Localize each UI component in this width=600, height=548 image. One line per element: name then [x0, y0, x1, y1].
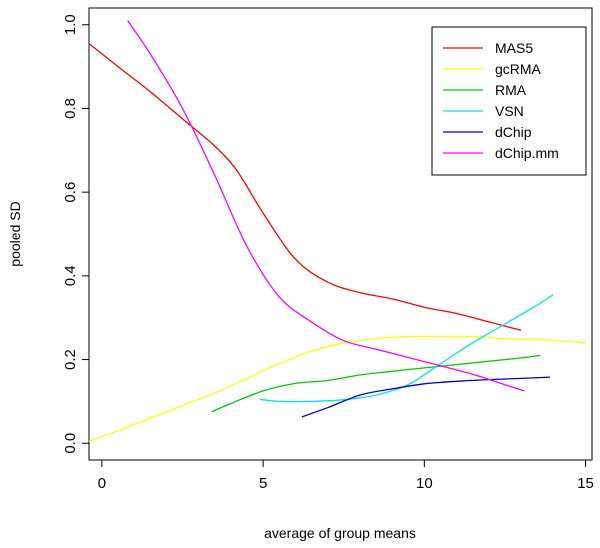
y-tick-label: 0.0 [62, 433, 79, 454]
series-line-gcrma [88, 335, 586, 442]
legend-label: gcRMA [495, 61, 542, 77]
y-tick-label: 0.2 [62, 349, 79, 370]
axis-layer: 0 5 10 15 0.0 0.2 0.4 0.6 0.8 1.0 [62, 14, 594, 492]
series-layer [88, 20, 586, 442]
x-tick-label: 5 [259, 475, 267, 492]
x-tick-label: 15 [577, 475, 594, 492]
series-line-vsn [259, 294, 554, 403]
y-tick-label: 0.6 [62, 182, 79, 203]
series-line-mas5 [88, 43, 522, 331]
series-line-dchip-mm [127, 20, 525, 392]
y-tick-label: 1.0 [62, 14, 79, 35]
y-axis-title: pooled SD [7, 201, 23, 266]
x-axis-title: average of group means [264, 525, 416, 541]
legend-label: dChip.mm [495, 145, 559, 161]
series-line-rma [211, 354, 541, 413]
legend-label: RMA [495, 82, 527, 98]
x-tick-label: 0 [98, 475, 106, 492]
x-tick-label: 10 [416, 475, 433, 492]
plot-frame [88, 7, 593, 461]
y-tick-label: 0.8 [62, 98, 79, 119]
series-line-dchip [301, 376, 551, 418]
y-tick-label: 0.4 [62, 265, 79, 286]
legend: MAS5 gcRMA RMA VSN dChip dChip.mm [431, 26, 587, 176]
legend-label: VSN [495, 103, 524, 119]
legend-box [431, 26, 587, 176]
legend-label: MAS5 [495, 40, 533, 56]
legend-label: dChip [495, 124, 532, 140]
